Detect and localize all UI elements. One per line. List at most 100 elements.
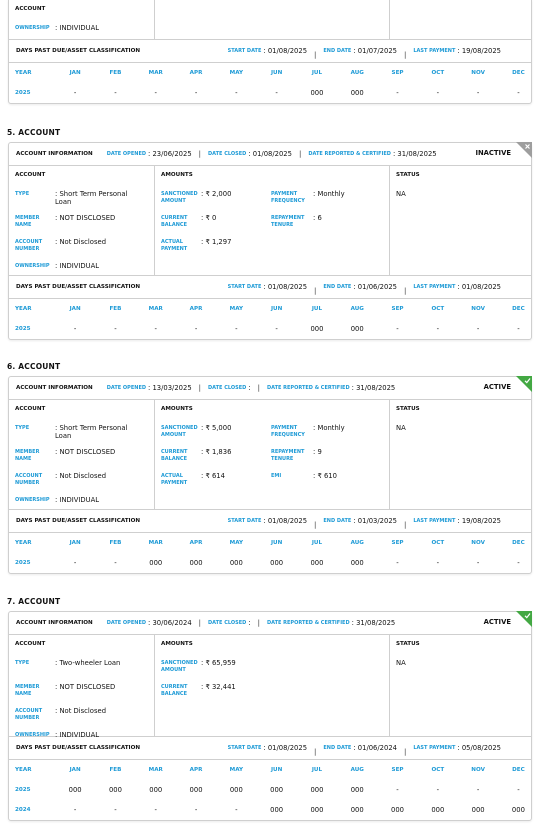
field-value: Not Disclosed bbox=[55, 238, 130, 246]
month-header-cell: JUN bbox=[270, 540, 283, 546]
dpd-title: DAYS PAST DUE/ASSET CLASSIFICATION bbox=[16, 745, 141, 751]
column-title: AMOUNTS bbox=[161, 172, 193, 178]
month-cell: 000 bbox=[471, 806, 485, 814]
month-cell: - bbox=[114, 806, 117, 814]
month-header-cell: SEP bbox=[391, 540, 404, 546]
field-value: INDIVIDUAL bbox=[55, 496, 130, 504]
month-header-cell: JAN bbox=[69, 70, 81, 76]
column-title: ACCOUNT bbox=[15, 172, 46, 178]
month-header-cell: APR bbox=[189, 540, 203, 546]
status-value: NA bbox=[396, 659, 406, 667]
month-header: YEAR JAN FEB MAR APR MAY JUN JUL AUG SEP OCT NOV DEC bbox=[9, 63, 531, 83]
month-cell: - bbox=[235, 325, 238, 333]
account-info-header: ACCOUNT INFORMATION DATE OPENED23/06/2025… bbox=[9, 142, 532, 166]
field-value: ₹ 614 bbox=[201, 472, 271, 480]
month-header-cell: MAR bbox=[148, 70, 163, 76]
field-label: SANCTIONED AMOUNT bbox=[161, 425, 198, 438]
field-value: NOT DISCLOSED bbox=[55, 214, 130, 222]
field-label: TYPE bbox=[15, 425, 30, 431]
date-value: 01/08/2025 bbox=[248, 150, 292, 158]
year-cell: 2025 bbox=[15, 787, 31, 793]
badge-icon bbox=[525, 144, 530, 149]
detail-columns: ACCOUNT TYPE Short Term Personal Loan MEMBE… bbox=[9, 400, 531, 510]
account-column: ACCOUNT TYPE Two-wheeler Loan MEMBER NAME NO… bbox=[9, 635, 154, 739]
field-label: ACCOUNT NUMBER bbox=[15, 473, 43, 486]
month-cell: 000 bbox=[189, 786, 203, 794]
month-header-cell: FEB bbox=[109, 540, 122, 546]
month-header-cell: OCT bbox=[431, 70, 445, 76]
month-cell: 000 bbox=[229, 559, 243, 567]
month-header-cell: FEB bbox=[109, 70, 122, 76]
field-row: ACTUAL PAYMENT ₹ 614 bbox=[161, 472, 271, 496]
month-cell: - bbox=[73, 89, 77, 97]
detail-columns: ACCOUNT TYPE Short Term Personal Loan MEMBE… bbox=[9, 166, 531, 276]
date-value: 01/07/2025 bbox=[353, 47, 397, 55]
month-cell: 000 bbox=[270, 806, 284, 814]
field-label: MEMBER NAME bbox=[15, 215, 40, 228]
date-value: 01/08/2025 bbox=[263, 283, 307, 291]
date-label: END DATE bbox=[323, 518, 352, 524]
column-title: STATUS bbox=[396, 641, 420, 647]
date-value: 19/08/2025 bbox=[457, 47, 501, 55]
month-cell: - bbox=[436, 786, 440, 794]
month-cell: 000 bbox=[189, 559, 203, 567]
badge-corner bbox=[516, 142, 532, 158]
field-value: INDIVIDUAL bbox=[55, 262, 130, 270]
account-box: ACCOUNT INFORMATION DATE OPENED23/06/2025… bbox=[8, 142, 532, 340]
field-row: CURRENT BALANCE ₹ 32,441 bbox=[161, 683, 271, 707]
column-title: AMOUNTS bbox=[161, 641, 193, 647]
month-cell: 000 bbox=[149, 559, 163, 567]
month-header-cell: MAY bbox=[229, 70, 244, 76]
column-title: STATUS bbox=[396, 406, 420, 412]
field-value: 6 bbox=[313, 214, 363, 222]
month-header-cell: AUG bbox=[350, 306, 364, 312]
field-row: SANCTIONED AMOUNT₹ 5,000 bbox=[161, 424, 271, 448]
separator bbox=[307, 739, 323, 758]
field-row: SANCTIONED AMOUNT₹ 2,000 bbox=[161, 190, 271, 214]
badge-corner bbox=[516, 611, 532, 627]
field-label: OWNERSHIP bbox=[15, 497, 50, 503]
month-cell: 000 bbox=[350, 806, 364, 814]
month-header-cell: YEAR bbox=[15, 540, 32, 546]
badge-icon bbox=[524, 378, 531, 384]
separator bbox=[192, 384, 208, 392]
field-value: ₹ 0 bbox=[201, 214, 271, 222]
date-label: START DATE bbox=[227, 284, 262, 290]
month-cell: 000 bbox=[310, 325, 324, 333]
status-badge: INACTIVE bbox=[475, 149, 511, 157]
date-label: DATE REPORTED & CERTIFIED bbox=[266, 620, 350, 626]
date-value: 01/08/2025 bbox=[263, 517, 307, 525]
field-value: Short Term Personal Loan bbox=[55, 190, 130, 206]
month-header-cell: DEC bbox=[512, 306, 525, 312]
month-cell: 000 bbox=[310, 786, 324, 794]
month-cell: - bbox=[476, 559, 480, 567]
status-value: NA bbox=[396, 190, 406, 198]
month-cell: 000 bbox=[310, 806, 324, 814]
month-row: 2025 - - - - - - 000 000 - - - - bbox=[9, 319, 531, 339]
separator bbox=[307, 42, 323, 61]
month-header-cell: NOV bbox=[471, 70, 485, 76]
field-row: ACCOUNT NUMBER Not Disclosed bbox=[15, 472, 154, 496]
month-header-cell: SEP bbox=[391, 767, 404, 773]
month-header-cell: MAR bbox=[148, 306, 163, 312]
date-label: DATE OPENED bbox=[106, 620, 147, 626]
dpd-title: DAYS PAST DUE/ASSET CLASSIFICATION bbox=[16, 48, 141, 54]
date-value: 31/08/2025 bbox=[352, 619, 395, 627]
dpd-dates: START DATE01/08/2025END DATE01/06/2025LA… bbox=[228, 278, 531, 297]
month-header-cell: YEAR bbox=[15, 306, 32, 312]
field-label: OWNERSHIP bbox=[15, 25, 50, 31]
column-title: AMOUNTS bbox=[161, 406, 193, 412]
month-header-cell: SEP bbox=[391, 306, 404, 312]
field-list: TYPE Two-wheeler Loan MEMBER NAME NOT DISCL… bbox=[15, 659, 154, 755]
account-box-partial: ACCOUNT OWNERSHIP INDIVIDUAL DAYS PAST DUE/… bbox=[8, 0, 532, 104]
month-cell: - bbox=[396, 786, 399, 794]
month-header-cell: JUL bbox=[311, 540, 323, 546]
account-info-header: ACCOUNT INFORMATION DATE OPENED13/03/2025… bbox=[9, 376, 532, 400]
month-header-cell: FEB bbox=[109, 767, 122, 773]
field-value: Two-wheeler Loan bbox=[55, 659, 130, 667]
